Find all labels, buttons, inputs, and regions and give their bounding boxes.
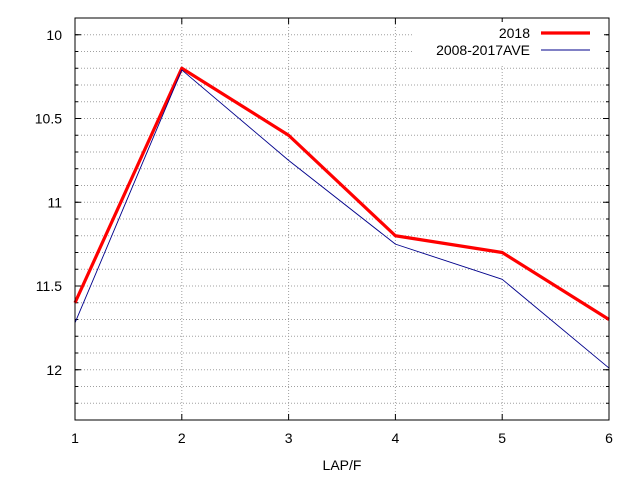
series-line-2 — [74, 69, 610, 369]
x-tick-label: 4 — [392, 430, 400, 446]
grid — [75, 18, 609, 420]
x-axis-label: LAP/F — [323, 457, 362, 473]
x-tick-label: 5 — [498, 430, 506, 446]
series-line-1 — [73, 66, 610, 321]
y-tick-label: 11.5 — [36, 278, 62, 294]
plot-frame — [74, 17, 610, 421]
x-tick-label: 2 — [178, 430, 186, 446]
y-tick-label: 10.5 — [35, 111, 62, 127]
y-tick-label: 10 — [46, 27, 62, 43]
y-tick-label: 11 — [47, 194, 62, 210]
legend-label: 2018 — [499, 25, 530, 41]
y-tick-label: 12 — [46, 362, 62, 378]
x-tick-label: 6 — [605, 430, 613, 446]
legend-background — [414, 22, 604, 64]
x-tick-label: 1 — [71, 430, 79, 446]
x-tick-label: 3 — [285, 430, 293, 446]
series-lines — [73, 66, 610, 369]
legend-label: 2008-2017AVE — [436, 42, 530, 58]
